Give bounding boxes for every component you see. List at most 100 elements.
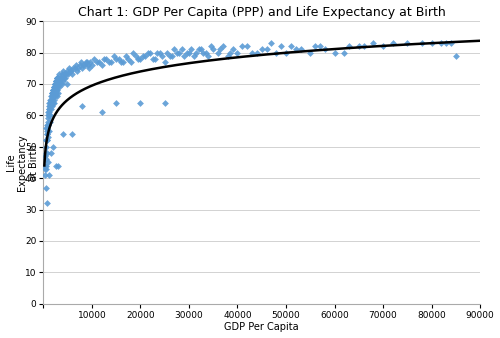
Point [52,163,60,168]
Point [148,56,156,62]
Point [50,88,58,93]
Point [452,53,460,58]
Point [144,50,152,55]
Point [243,44,251,49]
Point [50,91,58,96]
Point [42,138,50,143]
Point [139,53,147,58]
Point [58,81,66,87]
Point [52,81,60,87]
Point [64,66,72,71]
Point [59,131,67,137]
Point [53,75,61,80]
Point [51,81,59,87]
Point [46,100,54,105]
Point [100,56,108,62]
Point [321,47,329,52]
Point [93,59,101,65]
Point [50,88,58,93]
Point [226,50,234,55]
Point [268,40,276,46]
Point [44,122,52,127]
Point [442,40,450,46]
Point [102,56,110,62]
Point [55,84,63,90]
Point [54,78,62,83]
X-axis label: GDP Per Capita: GDP Per Capita [224,322,299,333]
Point [48,88,56,93]
Point [126,59,134,65]
Point [52,88,60,93]
Point [44,131,52,137]
Point [316,44,324,49]
Point [379,44,387,49]
Point [51,94,59,99]
Point [54,163,62,168]
Point [47,100,55,105]
Point [57,75,65,80]
Point [64,72,72,77]
Point [49,88,57,93]
Point [42,153,50,159]
Point [52,78,60,83]
Point [56,81,64,87]
Point [78,103,86,108]
Point [49,91,57,96]
Point [50,100,58,105]
Point [53,75,61,80]
Point [50,88,58,93]
Point [42,156,50,162]
Point [48,97,56,102]
Point [404,40,411,46]
Point [168,53,176,58]
Point [178,47,186,52]
Point [142,53,150,58]
Point [56,78,64,83]
Point [46,100,54,105]
Point [58,72,66,77]
Point [44,110,52,115]
Point [50,81,58,87]
Point [47,97,55,102]
Point [52,84,60,90]
Point [228,47,236,52]
Point [41,172,49,178]
Point [355,44,363,49]
Point [52,78,60,83]
Point [48,94,56,99]
Point [62,81,70,87]
Point [46,113,54,118]
Point [52,81,60,87]
Point [68,72,76,77]
Point [48,94,56,99]
Point [47,97,55,102]
Point [42,150,50,156]
Point [114,56,122,62]
Point [90,56,98,62]
Point [46,103,54,108]
Point [277,44,285,49]
Point [370,40,378,46]
Point [105,59,113,65]
Point [197,47,205,52]
Point [188,47,196,52]
Point [84,63,92,68]
Point [192,50,200,55]
Point [110,53,118,58]
Point [79,63,87,68]
Point [51,91,59,96]
Point [63,69,71,74]
Point [219,44,227,49]
Point [182,50,190,55]
Point [44,122,52,127]
Point [54,78,62,83]
Point [132,53,140,58]
Point [51,81,59,87]
Point [41,163,49,168]
Point [120,59,128,65]
Point [48,94,56,99]
Point [45,103,53,108]
Point [52,84,60,90]
Point [156,50,164,55]
Point [202,50,210,55]
